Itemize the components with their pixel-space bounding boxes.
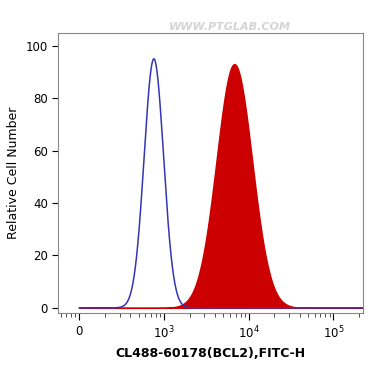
Y-axis label: Relative Cell Number: Relative Cell Number [7,107,20,239]
Text: WWW.PTGLAB.COM: WWW.PTGLAB.COM [168,22,290,32]
X-axis label: CL488-60178(BCL2),FITC-H: CL488-60178(BCL2),FITC-H [115,347,306,360]
